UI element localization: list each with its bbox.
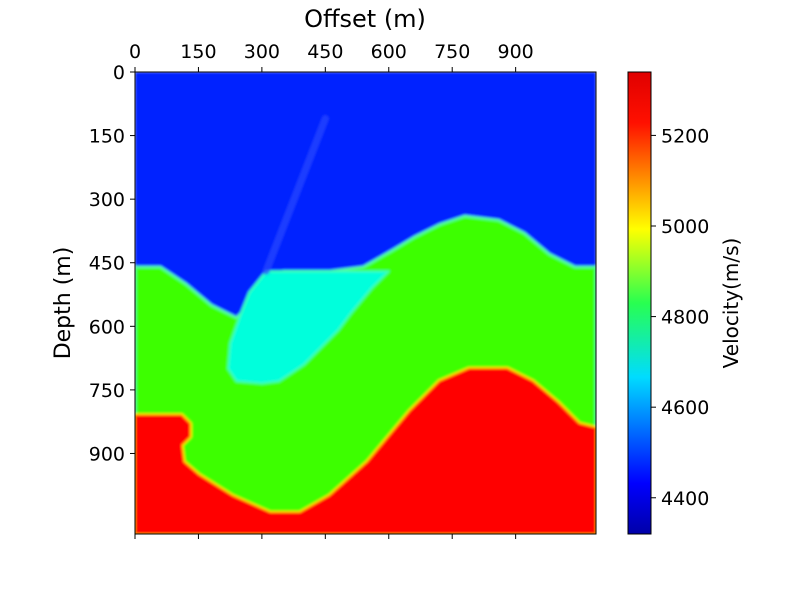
colorbar-tick-label: 4400 xyxy=(661,488,709,510)
colorbar-tick-label: 5200 xyxy=(661,125,709,147)
y-axis-ticks: 0 150 300 450 600 750 900 xyxy=(89,62,135,465)
y-tick-label: 750 xyxy=(89,380,125,402)
x-tick-label: 750 xyxy=(434,41,470,63)
x-axis-label: Offset (m) xyxy=(304,5,426,33)
fault-trace xyxy=(262,115,329,275)
colorbar-label: Velocity(m/s) xyxy=(719,238,743,369)
y-axis-label: Depth (m) xyxy=(51,247,76,360)
x-tick-label: 300 xyxy=(244,41,280,63)
x-tick-label: 900 xyxy=(498,41,534,63)
x-tick-label: 600 xyxy=(371,41,407,63)
layer-wedge xyxy=(227,270,390,385)
x-tick-label: 150 xyxy=(180,41,216,63)
y-tick-label: 150 xyxy=(89,126,125,148)
velocity-heatmap xyxy=(135,72,596,534)
y-tick-label: 600 xyxy=(89,316,125,338)
colorbar-gradient xyxy=(627,71,652,535)
colorbar-tick-label: 4800 xyxy=(661,307,709,329)
layer-deep-core xyxy=(135,368,596,534)
x-tick-label: 450 xyxy=(307,41,343,63)
colorbar-tick-label: 5000 xyxy=(661,216,709,238)
y-tick-label: 900 xyxy=(89,443,125,465)
colorbar-ticks: 4400 4600 4800 5000 5200 xyxy=(651,125,709,510)
x-axis-ticks: 0 150 300 450 600 750 900 xyxy=(129,41,534,539)
colorbar-tick-label: 4600 xyxy=(661,397,709,419)
colorbar: 4400 4600 4800 5000 5200 Velocity(m/s) xyxy=(627,71,743,535)
y-tick-label: 300 xyxy=(89,189,125,211)
x-tick-label: 0 xyxy=(129,41,141,63)
y-tick-label: 450 xyxy=(89,253,125,275)
y-tick-label: 0 xyxy=(113,62,125,84)
plot-frame xyxy=(134,71,597,535)
